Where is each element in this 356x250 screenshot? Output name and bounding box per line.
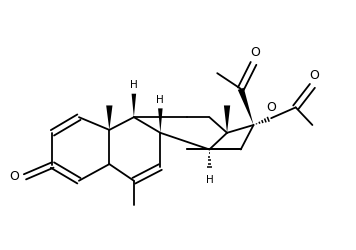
Polygon shape [132,94,136,117]
Text: H: H [157,95,164,105]
Text: H: H [205,175,213,185]
Polygon shape [224,106,230,133]
Text: O: O [250,46,260,59]
Text: O: O [309,69,319,82]
Polygon shape [238,88,253,125]
Polygon shape [158,108,163,133]
Text: O: O [266,100,276,114]
Text: O: O [9,170,19,183]
Polygon shape [106,106,112,130]
Text: H: H [130,80,138,90]
